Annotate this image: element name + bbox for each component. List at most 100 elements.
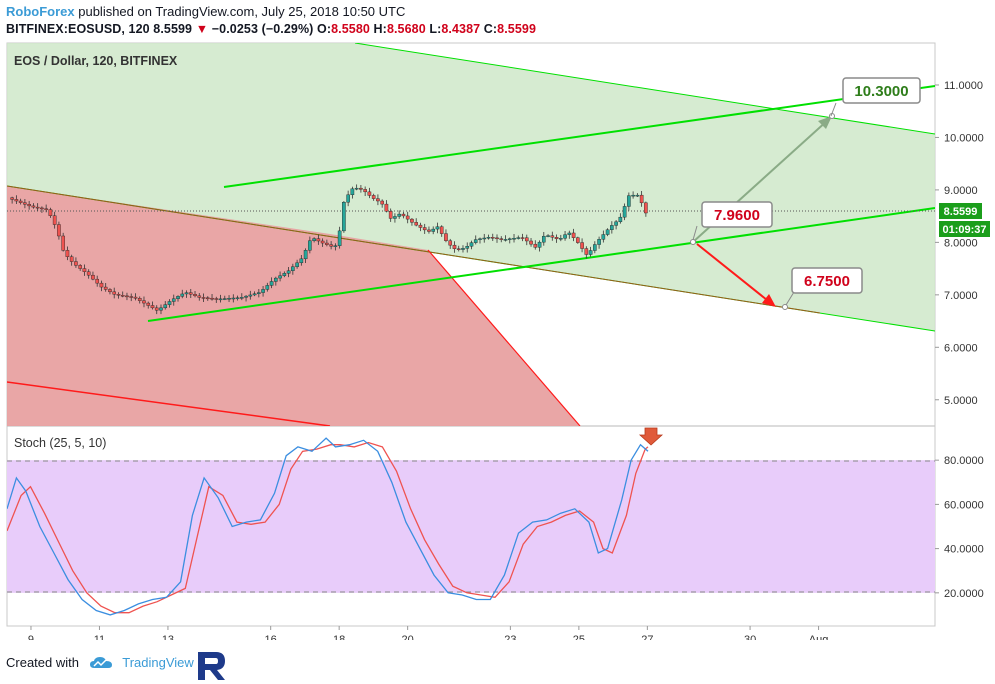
candle-body <box>384 203 389 212</box>
x-tick-label: 27 <box>641 634 653 640</box>
candle-body <box>303 250 308 260</box>
candle-body <box>639 194 644 204</box>
last-price-label: 8.5599 <box>944 206 978 218</box>
candle-body <box>584 248 589 255</box>
candle-body <box>452 244 457 249</box>
candle-body <box>291 266 295 271</box>
candle-body <box>427 229 431 232</box>
publish-line: RoboForex published on TradingView.com, … <box>6 4 405 19</box>
x-tick-label: 30 <box>744 634 756 640</box>
candle-body <box>401 213 406 217</box>
candle-body <box>388 211 393 219</box>
candle-body <box>86 271 91 276</box>
stoch-tick-label: 60.0000 <box>944 499 984 511</box>
callout-79600[interactable]: 7.9600 <box>692 201 773 241</box>
candle-body <box>490 237 495 239</box>
candle-body <box>325 242 329 245</box>
y-tick-label: 9.0000 <box>944 185 978 197</box>
candle-body <box>27 204 31 207</box>
candle-body <box>550 235 555 238</box>
candle-body <box>342 202 346 232</box>
candle-body <box>244 295 248 298</box>
candle-body <box>180 293 185 297</box>
symbol-label: BITFINEX:EOSUSD, 120 <box>6 22 150 36</box>
candle-body <box>193 294 197 297</box>
candle-body <box>529 240 533 245</box>
candle-body <box>359 187 363 190</box>
candle-body <box>295 262 299 267</box>
candle-body <box>537 241 542 248</box>
candle-body <box>120 295 125 297</box>
lower-trendline <box>147 207 935 322</box>
time-axis: 9 11 13 16 18 20 23 25 27 30 Aug <box>28 626 828 640</box>
high-value: 8.5680 <box>386 22 426 36</box>
candle-body <box>312 238 316 241</box>
candle-body <box>482 237 487 240</box>
candle-body <box>108 289 112 293</box>
candle-body <box>414 222 418 226</box>
candle-body <box>516 237 521 239</box>
low-label: L: <box>429 22 442 36</box>
candle-body <box>299 258 304 264</box>
candle-body <box>171 298 176 302</box>
y-tick-label: 7.0000 <box>944 290 978 302</box>
candle-body <box>52 215 57 225</box>
candle-body <box>393 216 397 219</box>
candle-body <box>635 194 640 197</box>
chart-area[interactable]: 10.3000 7.9600 6.7500 EOS / Dollar, 120,… <box>0 40 995 640</box>
candle-body <box>524 237 529 242</box>
candles-layer <box>10 184 648 315</box>
candle-body <box>367 191 372 196</box>
candle-body <box>354 187 359 190</box>
candle-body <box>252 293 257 296</box>
candle-body <box>439 226 444 234</box>
candle-body <box>456 248 461 250</box>
candle-body <box>431 228 436 232</box>
candle-body <box>333 245 338 247</box>
candle-body <box>627 195 631 207</box>
stoch-k-line <box>7 437 649 616</box>
y-tick-label: 5.0000 <box>944 395 978 407</box>
callout-67500[interactable]: 6.7500 <box>785 267 863 306</box>
candle-body <box>371 195 376 199</box>
candle-body <box>461 248 465 250</box>
candle-body <box>167 301 172 305</box>
candle-body <box>418 224 423 228</box>
candle-body <box>571 232 576 238</box>
candle-body <box>610 225 614 230</box>
candle-body <box>65 250 70 257</box>
candle-body <box>478 238 482 240</box>
candle-body <box>473 239 478 243</box>
candle-body <box>248 294 253 297</box>
candle-body <box>465 246 470 249</box>
candle-body <box>274 277 278 282</box>
red-channel-bottom <box>7 381 331 426</box>
callout-10300[interactable]: 10.3000 <box>830 77 921 117</box>
tradingview-link[interactable]: TradingView <box>122 655 194 670</box>
candle-body <box>74 261 78 266</box>
annotation-label: 10.3000 <box>854 83 908 100</box>
symbol-line: BITFINEX:EOSUSD, 120 8.5599 ▼ −0.0253 (−… <box>6 22 536 36</box>
candle-body <box>125 295 129 298</box>
candle-body <box>503 239 508 241</box>
candle-body <box>601 234 606 240</box>
candle-body <box>40 207 44 210</box>
candle-body <box>614 221 618 226</box>
candle-body <box>576 237 580 243</box>
candle-body <box>188 292 193 295</box>
candle-body <box>580 242 584 249</box>
candle-body <box>597 239 601 245</box>
sell-signal-arrow-icon <box>638 427 664 446</box>
publisher-name[interactable]: RoboForex <box>6 4 75 19</box>
stoch-tick-label: 20.0000 <box>944 588 984 600</box>
open-label: O: <box>317 22 332 36</box>
y-tick-label: 8.0000 <box>944 237 978 249</box>
candle-body <box>142 300 146 304</box>
candle-body <box>546 235 550 237</box>
x-tick-label: 16 <box>265 634 277 640</box>
open-value: 8.5580 <box>331 22 370 36</box>
candle-body <box>184 292 189 295</box>
candle-body <box>286 270 291 274</box>
candle-body <box>261 289 265 293</box>
green-channel-top <box>354 43 935 135</box>
